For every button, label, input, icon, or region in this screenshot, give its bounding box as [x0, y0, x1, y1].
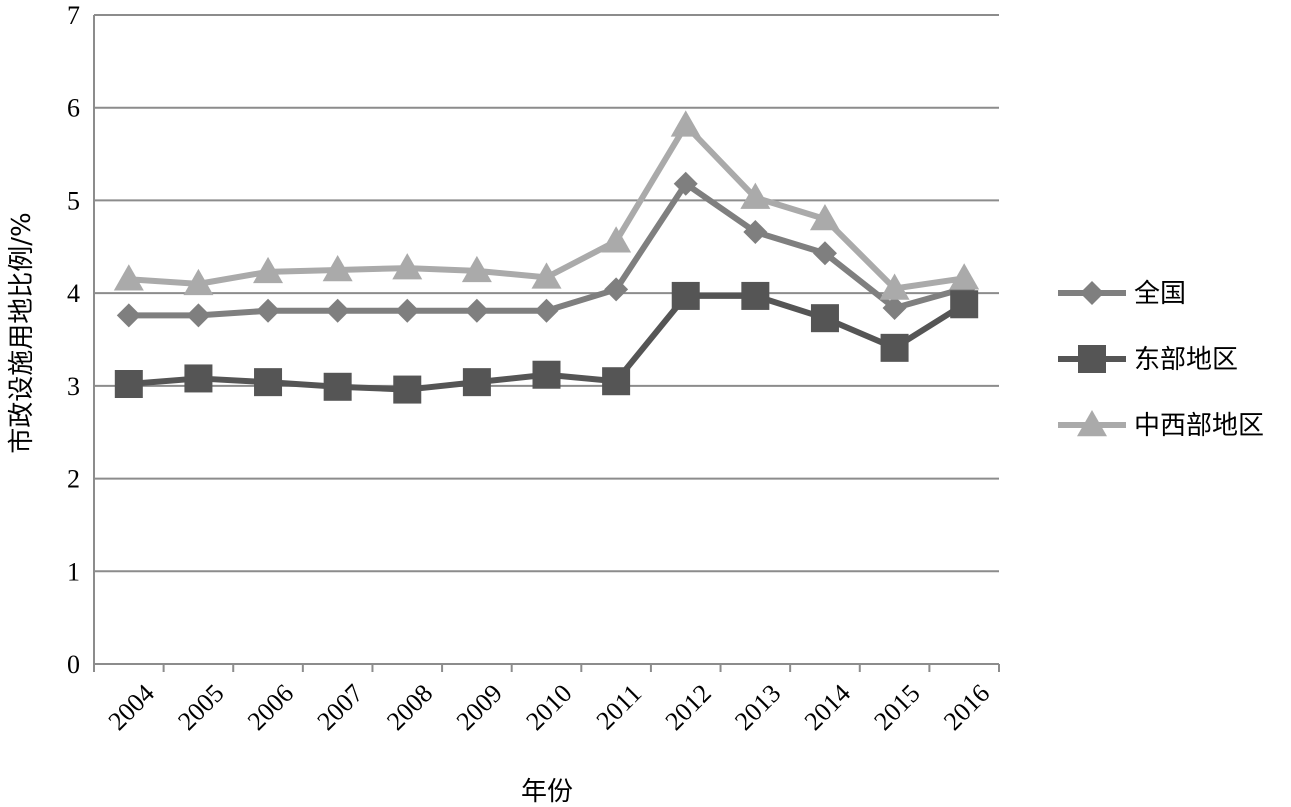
data-point [880, 333, 909, 362]
data-point [531, 262, 562, 289]
data-point [741, 281, 770, 310]
data-point [256, 298, 281, 323]
x-tick-label: 2006 [242, 679, 299, 736]
y-tick-label: 5 [67, 186, 80, 215]
y-tick-label: 7 [67, 1, 80, 30]
legend-label: 全国 [1134, 279, 1186, 309]
x-tick-label: 2009 [451, 679, 508, 736]
gridlines [94, 14, 999, 573]
data-point [534, 298, 559, 323]
data-point [113, 264, 144, 291]
series-lines [125, 122, 968, 393]
x-tick-label: 2007 [311, 679, 368, 736]
data-point [602, 367, 631, 396]
data-point [186, 303, 211, 328]
data-point [183, 268, 214, 296]
data-point [950, 290, 979, 319]
x-tick-label: 2010 [520, 679, 577, 736]
legend-item: 东部地区 [1058, 345, 1238, 375]
data-point [253, 256, 284, 284]
legend-marker [1078, 345, 1106, 373]
data-point [671, 281, 700, 310]
data-point [395, 298, 420, 323]
data-point [601, 226, 632, 253]
y-tick-label: 0 [67, 650, 80, 679]
data-point [812, 241, 837, 266]
data-point [462, 368, 491, 397]
data-point [392, 253, 423, 280]
y-axis-title: 市政设施用地比例/% [7, 212, 37, 453]
data-point [879, 273, 910, 300]
x-tick-labels: 2004 2005 2006 2007 2008 2009 2010 2011 2012 2013… [103, 679, 996, 736]
x-tick-label: 2004 [103, 679, 160, 736]
x-tick-label: 2011 [591, 679, 648, 736]
x-axis-title: 年份 [521, 777, 573, 807]
data-point [670, 110, 701, 137]
data-point [882, 295, 907, 320]
legend-item: 全国 [1058, 279, 1186, 309]
axes [93, 15, 1000, 672]
data-point [809, 203, 840, 231]
series-line-0 [125, 180, 968, 319]
y-tick-labels: 0 1 2 3 4 5 6 7 [67, 1, 80, 679]
data-point [325, 298, 350, 323]
data-point [114, 370, 143, 399]
data-point [810, 304, 839, 333]
data-point [743, 219, 768, 244]
data-point [184, 364, 213, 393]
data-point [464, 298, 489, 323]
data-point [322, 254, 353, 282]
data-point [604, 277, 629, 302]
data-point [323, 372, 352, 401]
legend-marker [1077, 410, 1107, 437]
x-tick-label: 2013 [729, 679, 786, 736]
series-markers [113, 110, 980, 404]
legend-item: 中西部地区 [1058, 410, 1264, 441]
data-point [254, 368, 283, 397]
legend-marker [1080, 281, 1104, 305]
legend-label: 东部地区 [1134, 345, 1238, 375]
x-tick-label: 2012 [660, 679, 717, 736]
x-tick-label: 2014 [799, 679, 856, 736]
data-point [673, 171, 698, 196]
x-tick-label: 2008 [381, 679, 438, 736]
legend-label: 中西部地区 [1134, 411, 1264, 441]
x-tick-label: 2005 [172, 679, 229, 736]
data-point [393, 375, 422, 404]
y-tick-label: 4 [67, 279, 80, 308]
y-tick-label: 6 [67, 94, 80, 123]
y-tick-label: 3 [67, 372, 80, 401]
data-point [116, 303, 141, 328]
y-tick-label: 2 [67, 465, 80, 494]
x-tick-label: 2016 [938, 679, 995, 736]
data-point [949, 263, 980, 290]
data-point [740, 182, 771, 209]
y-tick-label: 1 [67, 557, 80, 586]
data-point [461, 255, 492, 283]
data-point [532, 360, 561, 389]
x-tick-label: 2015 [868, 679, 925, 736]
